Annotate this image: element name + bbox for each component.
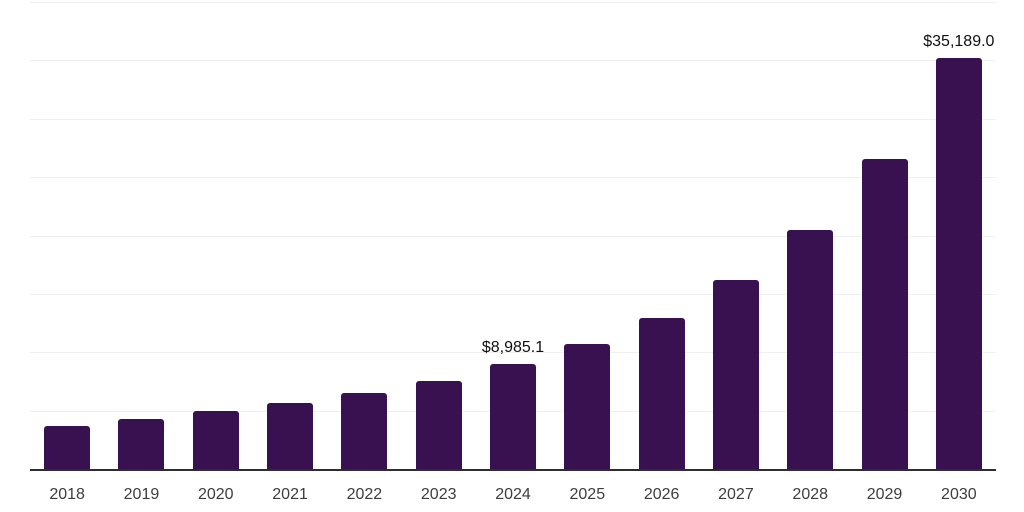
bar-2019	[118, 419, 165, 469]
x-tick-2020: 2020	[197, 486, 234, 503]
bar-2024	[490, 364, 536, 469]
x-tick-2029: 2029	[866, 486, 903, 503]
gridline	[30, 352, 996, 354]
x-tick-2021: 2021	[272, 486, 308, 503]
x-tick-2023: 2023	[420, 486, 457, 503]
x-tick-2028: 2028	[792, 486, 829, 503]
value-label-2030: $35,189.0	[923, 33, 995, 51]
x-tick-2027: 2027	[718, 486, 754, 503]
x-tick-2030: 2030	[941, 486, 977, 503]
gridline	[30, 293, 996, 295]
bar-2020	[192, 410, 239, 469]
gridline	[30, 118, 996, 120]
gridline	[30, 177, 996, 179]
x-tick-2026: 2026	[643, 486, 680, 503]
bar-2027	[712, 279, 759, 469]
bar-2025	[564, 344, 611, 469]
gridline	[30, 2, 996, 3]
bar-2022	[341, 392, 388, 469]
bar-2018	[44, 425, 91, 469]
bar-2030	[935, 58, 982, 469]
x-tick-2024: 2024	[495, 486, 531, 503]
x-tick-2022: 2022	[346, 486, 383, 503]
bar-2028	[787, 230, 834, 469]
bar-2029	[861, 159, 908, 469]
x-axis-line	[30, 469, 996, 471]
x-tick-2025: 2025	[569, 486, 606, 503]
x-tick-2018: 2018	[49, 486, 85, 503]
gridline	[30, 60, 996, 62]
gridline	[30, 235, 996, 237]
x-tick-2019: 2019	[123, 486, 160, 503]
plot-area: 2018 2019 2020 2021 2022 2023 $8,985.1 2024 2025…	[30, 2, 996, 503]
bar-2023	[415, 380, 462, 469]
bar-2026	[638, 317, 685, 469]
bar-2021	[267, 402, 314, 469]
value-label-2024: $8,985.1	[481, 339, 545, 357]
